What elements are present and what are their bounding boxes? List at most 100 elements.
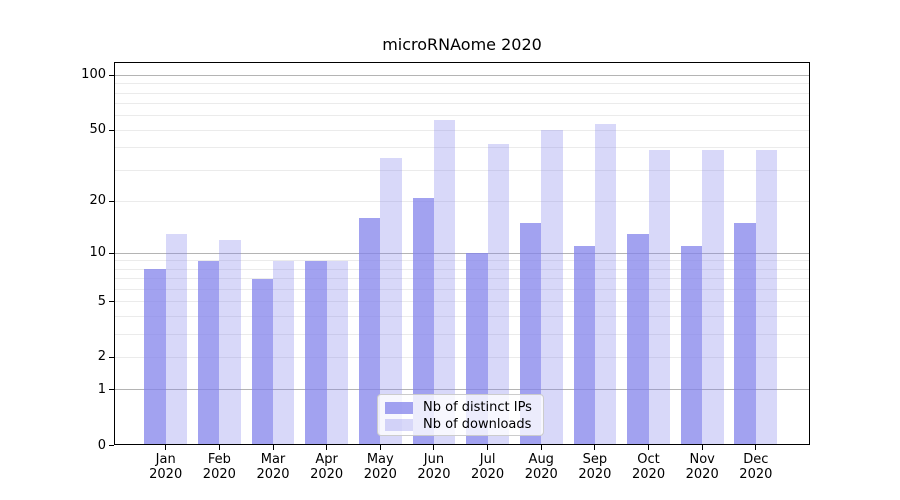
bar-ips-may <box>358 218 381 446</box>
major-gridline-100 <box>115 74 809 76</box>
x-tick-label-mar: Mar 2020 <box>242 452 304 482</box>
legend-swatch-downloads <box>385 418 413 431</box>
minor-gridline-9 <box>115 260 809 262</box>
x-tick-year: 2020 <box>310 467 344 482</box>
minor-gridline-4 <box>115 315 809 317</box>
bar-ips-apr <box>305 260 327 446</box>
bar-ips-aug <box>519 223 542 446</box>
x-tick-year: 2020 <box>256 467 290 482</box>
x-tick-aug <box>540 445 542 450</box>
bar-downloads-jul <box>487 143 509 446</box>
x-tick-year: 2020 <box>632 467 666 482</box>
bar-downloads-aug <box>541 130 563 446</box>
y-tick-label-0: 0 <box>97 437 106 453</box>
x-tick-year: 2020 <box>685 467 719 482</box>
bar-ips-feb <box>197 260 220 446</box>
bar-downloads-dec <box>755 149 778 446</box>
bar-downloads-may <box>380 158 402 446</box>
x-tick-month: Sep <box>582 452 608 467</box>
bar-ips-jun <box>412 197 434 446</box>
x-tick-jun <box>433 445 435 450</box>
x-tick-label-may: May 2020 <box>349 452 411 482</box>
bar-ips-oct <box>627 233 649 446</box>
x-tick-jan <box>165 445 167 450</box>
x-tick-label-dec: Dec 2020 <box>725 452 787 482</box>
minor-gridline-60 <box>115 115 809 117</box>
y-tick-label-1: 1 <box>97 381 106 397</box>
x-tick-sep <box>594 445 596 450</box>
x-tick-year: 2020 <box>363 467 397 482</box>
minor-gridline-3 <box>115 333 809 335</box>
y-tick-20 <box>109 200 114 202</box>
y-tick-1 <box>109 389 114 391</box>
y-tick-label-10: 10 <box>89 245 106 261</box>
y-tick-label-50: 50 <box>89 122 106 138</box>
x-tick-jul <box>487 445 489 450</box>
x-tick-year: 2020 <box>739 467 773 482</box>
legend-swatch-distinct-ips <box>385 401 413 414</box>
x-tick-oct <box>648 445 650 450</box>
major-gridline-10 <box>115 252 809 254</box>
y-tick-label-2: 2 <box>97 349 106 365</box>
x-tick-nov <box>701 445 703 450</box>
x-tick-label-jun: Jun 2020 <box>403 452 465 482</box>
x-tick-label-apr: Apr 2020 <box>296 452 358 482</box>
x-tick-month: Feb <box>207 452 231 467</box>
x-tick-label-oct: Oct 2020 <box>618 452 680 482</box>
legend-label-distinct-ips: Nb of distinct IPs <box>423 399 532 415</box>
bar-downloads-nov <box>702 149 724 446</box>
x-tick-year: 2020 <box>202 467 236 482</box>
x-tick-month: Dec <box>743 452 769 467</box>
bar-downloads-jun <box>433 119 456 446</box>
bar-downloads-apr <box>326 260 349 446</box>
bar-downloads-mar <box>273 260 295 446</box>
y-tick-label-5: 5 <box>97 293 106 309</box>
minor-gridline-40 <box>115 147 809 149</box>
minor-gridline-8 <box>115 268 809 270</box>
x-tick-month: Jun <box>423 452 445 467</box>
minor-gridline-6 <box>115 288 809 290</box>
x-tick-month: Aug <box>528 452 554 467</box>
chart-title: microRNAome 2020 <box>382 35 542 54</box>
bar-ips-nov <box>680 246 703 446</box>
bar-downloads-feb <box>219 239 241 446</box>
bar-downloads-sep <box>594 124 617 446</box>
x-tick-label-jan: Jan 2020 <box>135 452 197 482</box>
minor-gridline-5 <box>115 301 809 303</box>
x-tick-year: 2020 <box>417 467 451 482</box>
x-tick-year: 2020 <box>149 467 183 482</box>
x-tick-mar <box>272 445 274 450</box>
legend-label-downloads: Nb of downloads <box>423 416 532 432</box>
y-tick-5 <box>109 301 114 303</box>
x-tick-month: Oct <box>637 452 660 467</box>
x-tick-label-jul: Jul 2020 <box>457 452 519 482</box>
bar-ips-jan <box>144 269 166 446</box>
major-gridline-1 <box>115 389 809 391</box>
legend-item-distinct-ips: Nb of distinct IPs <box>385 399 543 416</box>
x-tick-label-sep: Sep 2020 <box>564 452 626 482</box>
x-tick-month: Jul <box>479 452 496 467</box>
minor-gridline-70 <box>115 103 809 105</box>
x-tick-month: Nov <box>689 452 715 467</box>
x-tick-month: Jan <box>155 452 176 467</box>
x-tick-year: 2020 <box>578 467 612 482</box>
x-tick-label-feb: Feb 2020 <box>188 452 250 482</box>
x-tick-year: 2020 <box>524 467 558 482</box>
x-tick-may <box>379 445 381 450</box>
y-tick-10 <box>109 252 114 254</box>
legend: Nb of distinct IPs Nb of downloads <box>377 394 544 436</box>
x-tick-apr <box>326 445 328 450</box>
minor-gridline-7 <box>115 278 809 280</box>
y-tick-0 <box>109 445 114 446</box>
legend-item-downloads: Nb of downloads <box>385 416 543 433</box>
bar-ips-dec <box>734 223 756 446</box>
x-tick-label-nov: Nov 2020 <box>671 452 733 482</box>
bar-ips-sep <box>573 246 595 446</box>
minor-gridline-20 <box>115 200 809 202</box>
minor-gridline-80 <box>115 92 809 94</box>
x-tick-year: 2020 <box>471 467 505 482</box>
minor-gridline-90 <box>115 83 809 85</box>
bar-downloads-jan <box>165 233 188 446</box>
y-tick-label-20: 20 <box>89 193 106 209</box>
